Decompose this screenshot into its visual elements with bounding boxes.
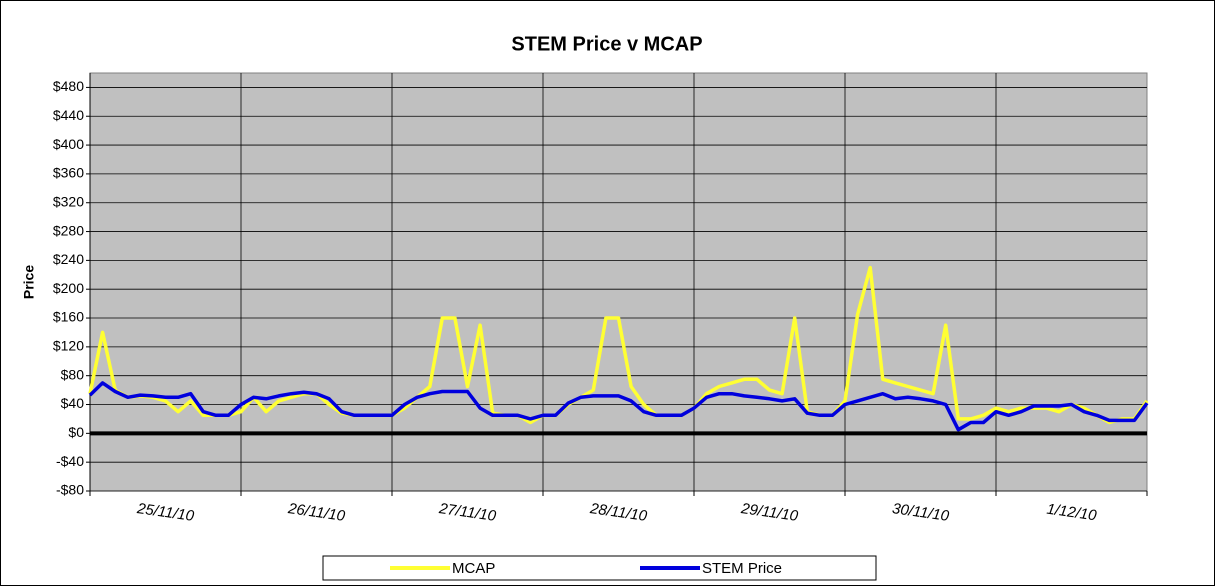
plot-area (89, 72, 1148, 492)
y-tick-label: $200 (53, 280, 84, 296)
y-tick-label: $80 (61, 366, 85, 382)
y-tick-label: $480 (53, 78, 84, 94)
series-line (88, 381, 1149, 432)
y-tick-label: $160 (53, 309, 84, 325)
y-tick-label: $280 (53, 222, 84, 238)
y-tick-label: $40 (61, 395, 85, 411)
y-tick-label: $360 (53, 165, 84, 181)
y-tick-label: $0 (68, 424, 84, 440)
y-tick-label: $440 (53, 107, 84, 123)
chart-title: STEM Price v MCAP (511, 33, 702, 55)
y-axis-label: Price (21, 265, 37, 299)
y-tick-label: $320 (53, 193, 84, 209)
y-tick-label: $120 (53, 338, 84, 354)
legend-label: MCAP (452, 560, 495, 577)
legend-label: STEM Price (702, 560, 782, 577)
y-tick-label: $400 (53, 136, 84, 152)
series-line (88, 265, 1149, 425)
y-tick-label: $240 (53, 251, 84, 267)
x-tick-label: 1/12/10 (1046, 501, 1099, 525)
y-tick-label: -$40 (56, 453, 84, 469)
y-tick-label: -$80 (56, 482, 84, 498)
